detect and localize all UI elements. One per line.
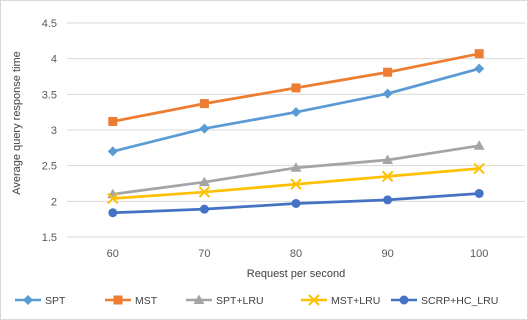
- data-point: [473, 140, 485, 150]
- data-point: [108, 208, 118, 218]
- legend-swatch-marker: [113, 295, 123, 305]
- y-axis-title: Average query response time: [11, 51, 23, 195]
- legend-item: SPT: [15, 295, 66, 307]
- x-axis-ticks: 60 70 80 90 100: [107, 248, 489, 260]
- legend-label: SCRP+HC_LRU: [421, 295, 498, 307]
- legend-label: MST: [135, 295, 158, 307]
- data-point: [382, 88, 393, 99]
- y-tick-label: 2: [51, 196, 57, 208]
- y-tick-label: 4.5: [42, 18, 57, 30]
- data-point: [291, 198, 301, 208]
- y-tick-label: 2.5: [42, 161, 57, 173]
- legend-label: SPT+LRU: [216, 295, 264, 307]
- legend-item: SCRP+HC_LRU: [391, 295, 498, 307]
- data-point: [290, 162, 302, 172]
- data-point: [198, 176, 210, 187]
- x-tick-label: 60: [107, 248, 119, 260]
- legend-item: MST: [105, 295, 158, 307]
- x-tick-label: 70: [198, 248, 210, 260]
- data-point: [474, 49, 484, 59]
- data-point: [107, 146, 118, 157]
- data-point: [199, 204, 209, 214]
- legend-swatch-marker: [23, 295, 33, 305]
- data-point: [381, 170, 394, 183]
- x-tick-label: 90: [381, 248, 393, 260]
- legend: SPT MST SPT+LRU MST+LRU SCRP+HC_LRU: [15, 294, 498, 307]
- y-tick-label: 3.5: [42, 89, 57, 101]
- legend-label: MST+LRU: [331, 295, 380, 307]
- series-spt: [107, 63, 485, 157]
- series-mst-lru: [107, 162, 485, 205]
- data-point: [290, 178, 302, 190]
- series-scrp-hc-lru: [108, 188, 484, 218]
- data-point: [199, 123, 210, 134]
- legend-label: SPT: [45, 295, 66, 307]
- data-point: [291, 107, 301, 118]
- data-point: [383, 67, 393, 77]
- legend-swatch-marker: [193, 294, 205, 304]
- data-point: [474, 63, 485, 74]
- series-group: [107, 49, 485, 218]
- data-point: [473, 162, 485, 175]
- data-point: [474, 188, 484, 198]
- data-point: [291, 83, 301, 93]
- y-tick-label: 4: [51, 54, 57, 66]
- data-point: [199, 99, 209, 109]
- x-axis-title: Request per second: [247, 268, 345, 280]
- y-axis-ticks: 1.5 2 2.5 3 3.5 4 4.5: [42, 18, 57, 244]
- legend-swatch-marker: [308, 294, 320, 306]
- data-point: [383, 195, 393, 205]
- y-tick-label: 3: [51, 125, 57, 137]
- x-tick-label: 80: [290, 248, 302, 260]
- legend-item: SPT+LRU: [186, 294, 264, 307]
- series-spt-lru: [107, 140, 485, 199]
- series-mst: [108, 49, 484, 126]
- legend-swatch-marker: [399, 295, 409, 305]
- data-point: [382, 154, 394, 164]
- x-tick-label: 100: [470, 248, 488, 260]
- data-point: [107, 192, 119, 205]
- data-point: [108, 116, 118, 126]
- data-point: [198, 186, 211, 198]
- legend-item: MST+LRU: [301, 294, 380, 307]
- y-tick-label: 1.5: [42, 232, 57, 244]
